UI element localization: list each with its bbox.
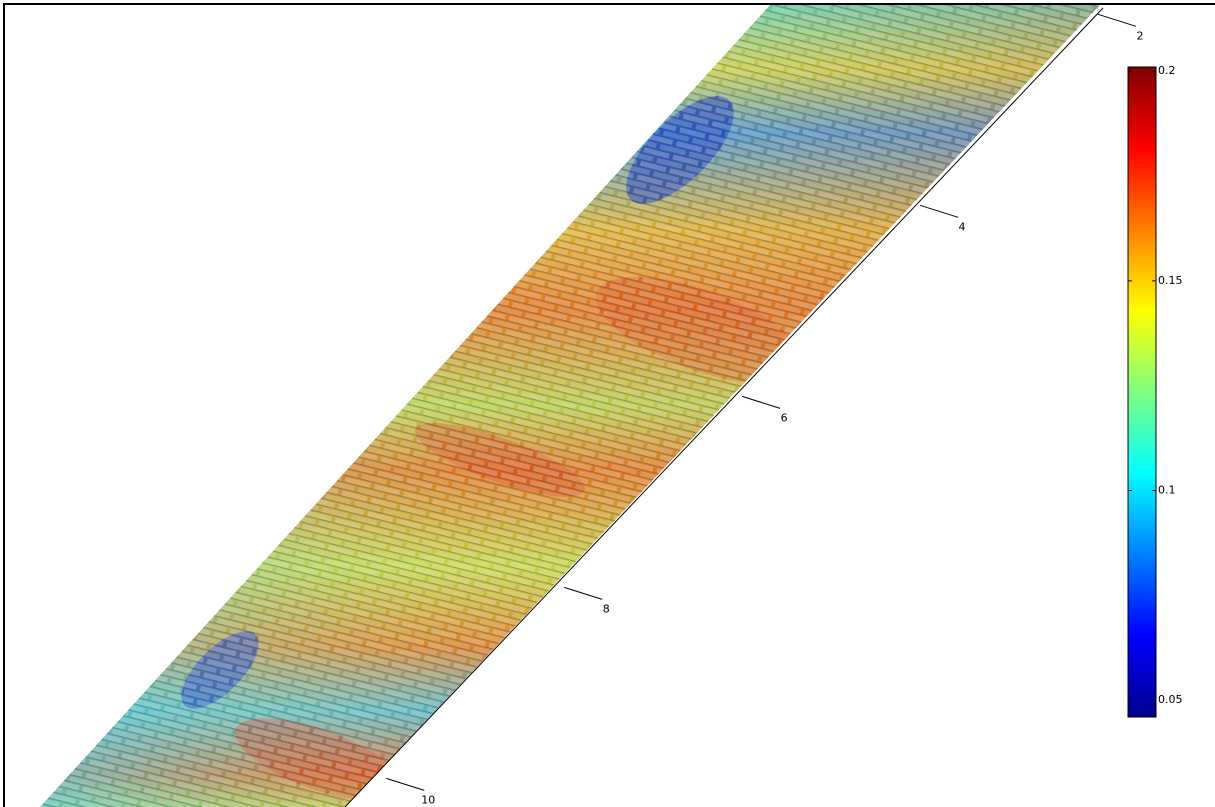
colorbar	[1127, 66, 1157, 718]
axis-tick	[386, 777, 425, 791]
colorbar-tick-label: 0.05	[1158, 693, 1183, 706]
axis-tick	[1097, 13, 1137, 27]
axes-frame	[3, 3, 1215, 807]
axis-tick-label: 4	[959, 220, 966, 233]
axis-tick	[741, 395, 781, 409]
axis-tick-label: 2	[1136, 29, 1143, 42]
surface	[40, 5, 1100, 807]
axis-tick	[919, 204, 959, 218]
axis-tick-label: 6	[781, 411, 788, 424]
axis-tick	[564, 586, 603, 600]
colorbar-tick-label: 0.15	[1158, 274, 1183, 287]
axis-tick-label: 10	[421, 793, 435, 806]
axis-tick-label: 8	[603, 602, 610, 615]
colorbar-tick-label: 0.1	[1158, 484, 1176, 497]
axis-line	[344, 7, 1104, 807]
colorbar-tick-label: 0.2	[1158, 64, 1176, 77]
